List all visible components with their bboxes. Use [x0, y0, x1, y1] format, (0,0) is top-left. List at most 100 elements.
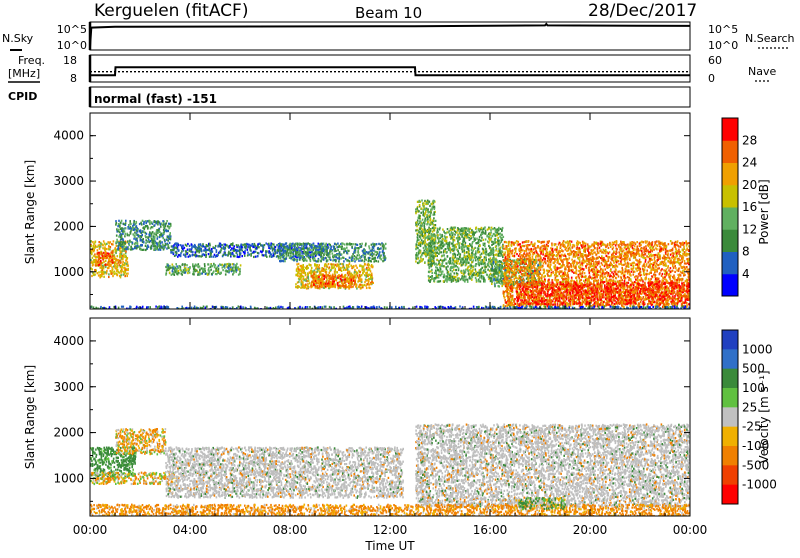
scatter-cell	[324, 257, 326, 259]
scatter-cell	[93, 249, 95, 251]
scatter-cell	[423, 247, 425, 249]
scatter-cell	[499, 250, 501, 252]
scatter-cell	[358, 254, 360, 256]
scatter-cell	[140, 231, 142, 233]
scatter-cell	[308, 264, 310, 266]
scatter-cell	[493, 278, 495, 280]
scatter-cell	[421, 208, 423, 210]
scatter-cell	[115, 259, 117, 261]
scatter-cell	[238, 246, 240, 248]
scatter-cell	[222, 264, 224, 266]
scatter-cell	[343, 251, 345, 253]
scatter-cell	[481, 275, 483, 277]
scatter-cell	[253, 256, 255, 258]
scatter-cell	[443, 280, 445, 282]
scatter-cell	[169, 265, 171, 267]
scatter-cell	[295, 259, 297, 261]
scatter-cell	[476, 238, 478, 240]
scatter-cell	[349, 278, 351, 280]
scatter-cell	[431, 269, 433, 271]
scatter-cell	[318, 276, 320, 278]
scatter-cell	[120, 265, 122, 267]
scatter-cell	[383, 248, 385, 250]
scatter-cell	[338, 246, 340, 248]
scatter-cell	[497, 243, 499, 245]
freq-left-tick-top: 18	[63, 54, 77, 67]
cpid-panel: CPID normal (fast) -151	[8, 87, 690, 107]
scatter-cell	[298, 248, 300, 250]
scatter-cell	[341, 276, 343, 278]
scatter-cell	[169, 242, 171, 244]
scatter-cell	[315, 265, 317, 267]
scatter-cell	[162, 220, 164, 222]
scatter-cell	[418, 239, 420, 241]
scatter-cell	[103, 267, 105, 269]
scatter-cell	[118, 223, 120, 225]
scatter-cell	[469, 273, 471, 275]
scatter-cell	[120, 241, 122, 243]
scatter-cell	[430, 211, 432, 213]
noise-left-label: N.Sky	[2, 32, 34, 45]
scatter-cell	[440, 271, 442, 273]
scatter-cell	[274, 250, 276, 252]
scatter-cell	[122, 266, 124, 268]
scatter-cell	[425, 217, 427, 219]
scatter-cell	[422, 229, 424, 231]
scatter-cell	[110, 257, 112, 259]
scatter-cell	[201, 272, 203, 274]
scatter-cell	[475, 259, 477, 261]
scatter-cell	[320, 254, 322, 256]
scatter-cell	[199, 269, 201, 271]
scatter-cell	[455, 269, 457, 271]
scatter-cell	[423, 202, 425, 204]
scatter-cell	[244, 253, 246, 255]
scatter-cell	[290, 249, 292, 251]
scatter-cell	[453, 276, 455, 278]
scatter-cell	[332, 253, 334, 255]
scatter-cell	[125, 251, 127, 253]
scatter-cell	[130, 223, 132, 225]
scatter-cell	[359, 243, 361, 245]
scatter-cell	[435, 220, 437, 222]
scatter-cell	[416, 243, 418, 245]
scatter-cell	[106, 243, 108, 245]
scatter-cell	[168, 246, 170, 248]
scatter-cell	[310, 251, 312, 253]
scatter-cell	[265, 255, 267, 257]
scatter-cell	[247, 254, 249, 256]
scatter-cell	[321, 285, 323, 287]
scatter-cell	[334, 286, 336, 288]
scatter-cell	[308, 280, 310, 282]
scatter-cell	[279, 260, 281, 262]
scatter-cell	[127, 268, 129, 270]
scatter-cell	[115, 220, 117, 222]
scatter-cell	[305, 251, 307, 253]
scatter-cell	[257, 243, 259, 245]
scatter-cell	[316, 277, 318, 279]
scatter-cell	[347, 260, 349, 262]
scatter-cell	[91, 245, 93, 247]
scatter-cell	[463, 246, 465, 248]
scatter-cell	[307, 272, 309, 274]
scatter-cell	[424, 226, 426, 228]
scatter-cell	[195, 264, 197, 266]
scatter-cell	[307, 285, 309, 287]
noise-right-tick-bottom: 10^0	[708, 39, 738, 52]
scatter-cell	[122, 263, 124, 265]
scatter-cell	[229, 246, 231, 248]
scatter-cell	[384, 259, 386, 261]
scatter-cell	[420, 241, 422, 243]
scatter-cell	[348, 271, 350, 273]
scatter-cell	[496, 264, 498, 266]
scatter-cell	[143, 231, 145, 233]
scatter-cell	[117, 241, 119, 243]
scatter-cell	[336, 279, 338, 281]
scatter-cell	[195, 253, 197, 255]
scatter-cell	[172, 264, 174, 266]
scatter-cell	[331, 286, 333, 288]
scatter-cell	[265, 252, 267, 254]
scatter-cell	[167, 230, 169, 232]
scatter-cell	[467, 279, 469, 281]
scatter-cell	[366, 279, 368, 281]
scatter-cell	[311, 246, 313, 248]
